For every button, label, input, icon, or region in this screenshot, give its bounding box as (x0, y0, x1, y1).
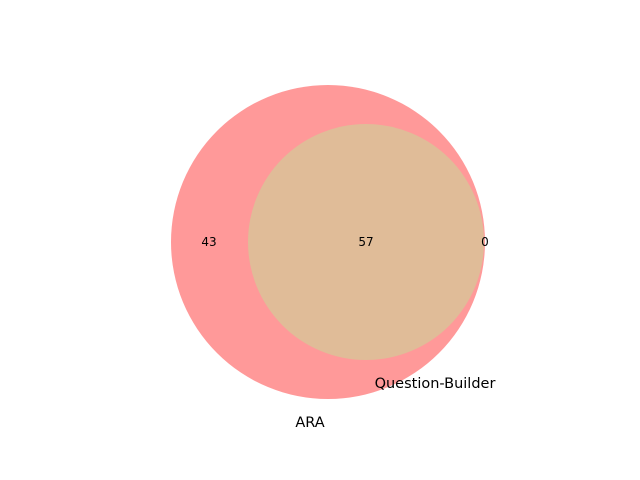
question-builder-only-count: 0 (481, 235, 489, 249)
question-builder-set-circle (248, 124, 484, 360)
ara-set-label: ARA (295, 415, 324, 431)
ara-only-count: 43 (201, 235, 216, 249)
question-builder-set-label: Question-Builder (375, 376, 496, 392)
intersection-count: 57 (358, 235, 373, 249)
